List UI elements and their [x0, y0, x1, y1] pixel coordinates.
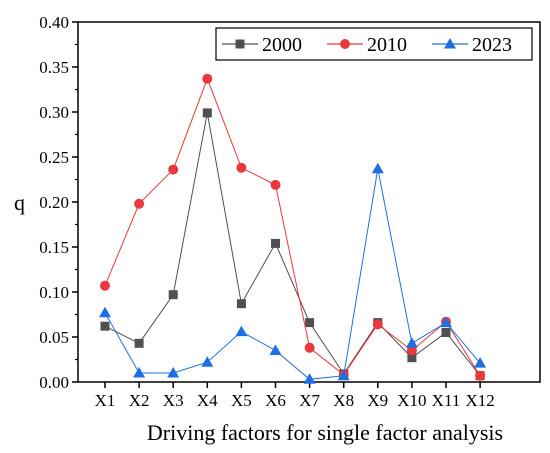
legend-label-2010: 2010 [367, 34, 407, 56]
x-tick-label: X12 [465, 391, 494, 410]
x-tick-label: X3 [163, 391, 184, 410]
triangle-marker [269, 344, 282, 355]
y-tick-label: 0.10 [39, 283, 69, 302]
x-tick-label: X5 [231, 391, 252, 410]
y-tick-label: 0.20 [39, 193, 69, 212]
circle-marker [134, 198, 145, 209]
series-2000 [100, 108, 485, 381]
square-marker [168, 290, 178, 300]
circle-marker [372, 319, 383, 330]
x-tick-label: X11 [432, 391, 461, 410]
circle-marker [475, 370, 486, 381]
series-line-2010 [104, 77, 481, 376]
y-axis: 0.00 0.05 0.10 0.15 0.20 0.25 0.30 0.35 0.40 [39, 13, 78, 392]
triangle-marker [440, 316, 452, 328]
triangle-marker [371, 162, 384, 174]
triangle-marker [99, 306, 111, 318]
triangle-marker [444, 38, 456, 49]
circle-marker [100, 280, 110, 291]
circle-marker [340, 39, 350, 49]
y-tick-label: 0.30 [39, 103, 69, 122]
square-marker [100, 321, 110, 331]
y-tick-label: 0.40 [39, 13, 69, 32]
circle-marker [202, 73, 213, 84]
triangle-marker [303, 373, 316, 384]
x-tick-label: X10 [397, 391, 426, 410]
triangle-marker [337, 369, 350, 381]
triangle-marker [405, 337, 418, 348]
triangle-marker [235, 325, 248, 337]
square-marker [441, 328, 451, 337]
square-marker [134, 338, 144, 348]
legend-box [215, 27, 533, 61]
series-2023 [99, 162, 487, 384]
plot-border [77, 21, 541, 383]
square-marker [407, 353, 417, 363]
circle-marker [236, 162, 247, 173]
x-tick-label: X8 [333, 391, 354, 410]
x-tick-label: X9 [367, 391, 388, 410]
square-marker [202, 108, 212, 118]
triangle-marker [474, 357, 487, 368]
y-tick-label: 0.00 [39, 373, 69, 392]
square-marker [305, 318, 315, 328]
x-tick-label: X7 [299, 391, 320, 410]
series-line-2000 [104, 112, 481, 377]
x-tick-label: X2 [129, 391, 150, 410]
circle-marker [168, 164, 179, 175]
triangle-marker [201, 356, 214, 367]
circle-marker [304, 342, 315, 353]
y-axis-title: q [14, 190, 25, 215]
y-tick-label: 0.25 [39, 148, 69, 167]
circle-marker [270, 179, 281, 190]
legend: 2000 2010 2023 [215, 27, 533, 61]
square-marker [235, 39, 245, 49]
x-tick-label: X6 [265, 391, 286, 410]
legend-label-2023: 2023 [472, 34, 512, 56]
series-line-2023 [104, 168, 481, 380]
x-axis: X1 X2 X3 X4 X5 X6 X7 X8 X9 X10 X11 X12 [95, 382, 495, 410]
series-layer [99, 73, 487, 384]
y-tick-label: 0.05 [39, 328, 69, 347]
x-axis-title: Driving factors for single factor analys… [147, 420, 503, 445]
square-marker [271, 238, 280, 248]
x-tick-label: X1 [95, 391, 116, 410]
y-tick-label: 0.15 [39, 238, 69, 257]
x-tick-label: X4 [197, 391, 218, 410]
y-tick-label: 0.35 [39, 58, 69, 77]
square-marker [236, 299, 246, 309]
plot-frame [77, 21, 541, 383]
circle-marker [406, 345, 417, 356]
legend-label-2000: 2000 [262, 34, 302, 56]
triangle-marker [167, 367, 180, 378]
series-2010 [100, 73, 486, 381]
triangle-marker [133, 367, 146, 378]
